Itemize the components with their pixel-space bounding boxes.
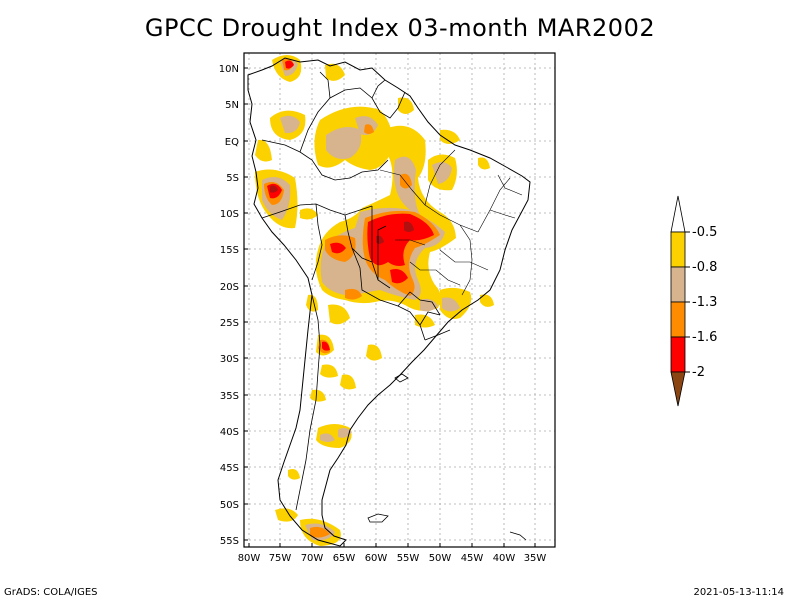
lon-label: 45W [461,553,484,564]
legend-label: -2 [692,365,705,380]
lat-label: 20S [220,282,239,293]
legend-label: -1.3 [692,295,717,310]
internal-borders [379,149,523,296]
lat-label: 15S [220,245,239,256]
lat-label: 35S [220,391,239,402]
lon-labels: 80W 75W 70W 65W 60W 55W 50W 45W 40W 35W [238,553,547,564]
lat-label: 45S [220,463,239,474]
legend-swatch-orange [670,301,686,338]
legend-swatch-tan [670,266,686,303]
legend-label: -0.5 [692,225,717,240]
lon-label: 75W [269,553,292,564]
lat-label: 10S [220,209,239,220]
legend-swatch-yellow [670,231,686,268]
lat-label: 30S [220,354,239,365]
lon-label: 50W [429,553,452,564]
lon-label: 55W [397,553,420,564]
lat-label: 10N [219,64,239,75]
color-legend: -0.5 -0.8 -1.3 -1.6 -2 [670,195,717,407]
map-title: GPCC Drought Index 03-month MAR2002 [144,14,656,42]
lon-label: 60W [365,553,388,564]
lat-label: 5S [226,173,239,184]
lon-label: 80W [238,553,261,564]
lon-label: 40W [493,553,516,564]
lat-label: EQ [225,137,239,148]
lon-label: 35W [524,553,547,564]
legend-arrow-bottom [670,371,686,407]
lat-labels: 10N 5N EQ 5S 10S 15S 20S 25S 30S 35S 40S… [219,64,239,547]
footer-credit: GrADS: COLA/IGES [4,587,98,598]
country-borders [261,71,451,511]
lat-label: 25S [220,318,239,329]
footer-timestamp: 2021-05-13-11:14 [693,587,784,598]
axis-ticks [244,67,536,547]
plot-frame [243,52,556,548]
legend-label: -0.8 [692,260,717,275]
lat-label: 5N [225,100,239,111]
legend-label: -1.6 [692,330,717,345]
islands [367,373,527,541]
legend-swatch-red [670,336,686,373]
lat-label: 55S [220,536,239,547]
coastlines [247,57,531,547]
lat-label: 50S [220,500,239,511]
legend-arrow-top [670,195,686,233]
lon-label: 70W [301,553,324,564]
lon-label: 65W [333,553,356,564]
lat-label: 40S [220,427,239,438]
